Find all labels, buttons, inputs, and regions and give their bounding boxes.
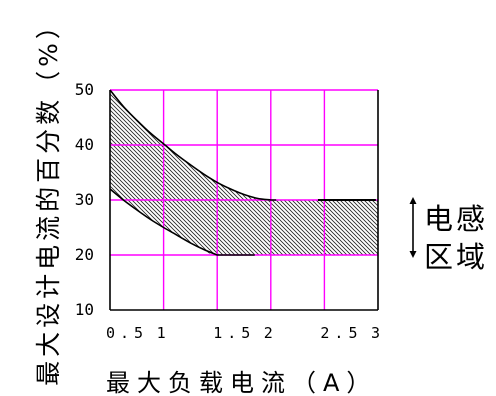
y-tick-label: 10 <box>75 300 94 319</box>
annotation-label-line: 区域 <box>424 240 488 274</box>
annotation: 电感 区域 <box>409 197 488 274</box>
axes <box>109 90 379 311</box>
y-axis-label: 最大设计电流的百分数（%） <box>34 10 63 386</box>
upper-boundary-curve <box>109 89 277 201</box>
hatched-band <box>110 90 378 256</box>
x-tick-label: 3 <box>371 324 385 342</box>
x-tick-label: 2 <box>264 324 278 342</box>
y-tick-label: 40 <box>75 135 94 154</box>
x-tick-label: 1.5 <box>213 324 255 342</box>
annotation-double-arrow <box>409 197 417 258</box>
y-tick-label: 50 <box>75 80 94 99</box>
arrow-head-up-icon <box>409 197 417 204</box>
x-tick-label: 0.5 <box>106 324 148 342</box>
lower-boundary-curve <box>109 188 255 256</box>
y-tick-label: 20 <box>75 245 94 264</box>
x-tick-label: 1 <box>157 324 171 342</box>
x-tick-label: 2.5 <box>320 324 362 342</box>
x-axis-label: 最大负载电流（A） <box>106 369 377 396</box>
arrow-head-down-icon <box>409 251 417 258</box>
y-tick-label: 30 <box>75 190 94 209</box>
boundary-curves <box>109 89 376 256</box>
tick-labels: 0.5 1 1.5 2 2.5 3 10 20 30 40 50 <box>75 80 385 342</box>
band-layer <box>110 90 378 256</box>
annotation-label-line: 电感 <box>424 202 488 236</box>
